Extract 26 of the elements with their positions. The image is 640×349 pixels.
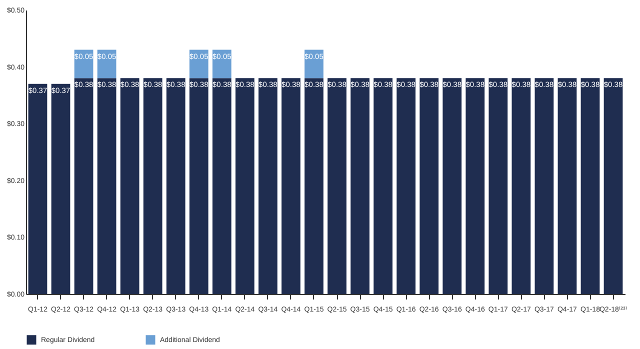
bar xyxy=(534,78,554,294)
bar xyxy=(304,78,324,294)
bar xyxy=(604,78,623,294)
bar xyxy=(282,78,300,294)
bar xyxy=(442,78,462,294)
bar xyxy=(580,78,600,294)
bar xyxy=(328,78,346,294)
bar xyxy=(143,78,162,294)
bar xyxy=(488,78,508,294)
bar xyxy=(396,78,416,294)
bar xyxy=(466,78,485,294)
bar xyxy=(212,78,232,294)
bar xyxy=(374,78,392,294)
bar xyxy=(28,84,48,294)
bar xyxy=(235,78,254,294)
bar xyxy=(350,78,370,294)
bar xyxy=(51,84,70,294)
bar xyxy=(74,78,94,294)
bar xyxy=(258,78,278,294)
bar xyxy=(189,78,208,294)
bar xyxy=(120,78,140,294)
bar xyxy=(166,78,186,294)
bar xyxy=(97,78,116,294)
bar xyxy=(558,78,577,294)
bar xyxy=(420,78,439,294)
bar xyxy=(512,78,531,294)
